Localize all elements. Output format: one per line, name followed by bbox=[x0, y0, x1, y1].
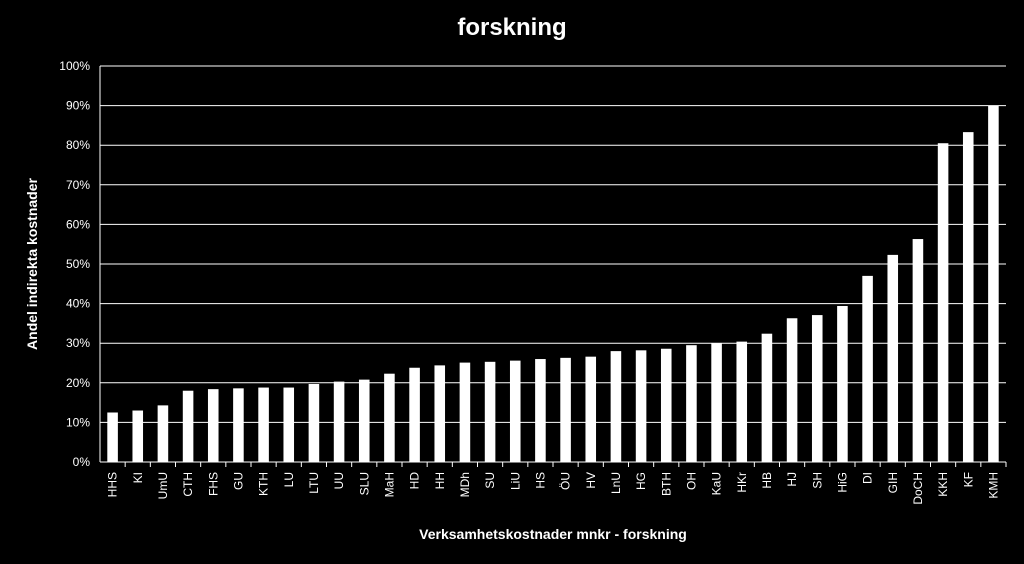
x-tick-label-LTU: LTU bbox=[307, 472, 321, 494]
x-tick-label-KMH: KMH bbox=[986, 472, 1000, 499]
x-tick-label-KTH: KTH bbox=[257, 472, 271, 496]
y-tick-label: 40% bbox=[66, 297, 90, 311]
bar-MaH bbox=[384, 373, 395, 462]
bar-LiU bbox=[509, 360, 521, 462]
x-tick-label-DI: DI bbox=[861, 472, 875, 484]
x-tick-label-DoCH: DoCH bbox=[911, 472, 925, 505]
bar-HD bbox=[409, 367, 420, 462]
x-tick-label-GU: GU bbox=[231, 472, 245, 490]
x-tick-label-HHS: HHS bbox=[106, 472, 120, 497]
x-tick-label-GIH: GIH bbox=[886, 472, 900, 493]
bar-KaU bbox=[711, 343, 722, 462]
bar-LTU bbox=[308, 383, 320, 462]
bar-MDh bbox=[459, 362, 471, 462]
bar-SH bbox=[811, 315, 823, 462]
x-tick-label-ÖU: ÖU bbox=[559, 472, 573, 490]
x-tick-label-SLU: SLU bbox=[357, 472, 371, 495]
x-tick-label-MaH: MaH bbox=[382, 472, 396, 497]
x-tick-label-BTH: BTH bbox=[659, 472, 673, 496]
y-tick-label: 30% bbox=[66, 336, 90, 350]
bar-HS bbox=[535, 359, 546, 462]
bar-HH bbox=[434, 365, 446, 462]
bar-UmU bbox=[157, 405, 169, 462]
bar-UU bbox=[333, 381, 345, 462]
x-tick-label-LiU: LiU bbox=[508, 472, 522, 490]
y-tick-label: 20% bbox=[66, 376, 90, 390]
bar-HG bbox=[635, 350, 647, 462]
bar-SLU bbox=[358, 379, 370, 462]
x-tick-label-KKH: KKH bbox=[936, 472, 950, 497]
x-tick-label-SH: SH bbox=[810, 472, 824, 489]
y-tick-label: 100% bbox=[59, 59, 90, 73]
x-tick-label-HD: HD bbox=[408, 472, 422, 490]
x-tick-label-HH: HH bbox=[433, 472, 447, 489]
x-tick-label-SU: SU bbox=[483, 472, 497, 489]
x-tick-label-HV: HV bbox=[584, 472, 598, 489]
x-tick-label-LU: LU bbox=[282, 472, 296, 487]
bar-KI bbox=[132, 410, 144, 462]
x-tick-label-HB: HB bbox=[760, 472, 774, 489]
x-tick-label-KaU: KaU bbox=[710, 472, 724, 495]
x-tick-label-OH: OH bbox=[684, 472, 698, 490]
y-tick-label: 70% bbox=[66, 178, 90, 192]
x-tick-label-UU: UU bbox=[332, 472, 346, 489]
x-axis-label: Verksamhetskostnader mnkr - forskning bbox=[419, 526, 687, 542]
y-tick-label: 0% bbox=[73, 455, 91, 469]
bar-SU bbox=[484, 361, 496, 462]
x-tick-label-UmU: UmU bbox=[156, 472, 170, 499]
bar-HB bbox=[761, 333, 773, 462]
y-tick-label: 90% bbox=[66, 99, 90, 113]
x-tick-label-MDh: MDh bbox=[458, 472, 472, 497]
bar-ÖU bbox=[560, 357, 571, 462]
bar-DoCH bbox=[912, 239, 924, 462]
bar-KKH bbox=[937, 143, 949, 462]
x-tick-label-HKr: HKr bbox=[735, 472, 749, 493]
y-tick-label: 10% bbox=[66, 415, 90, 429]
bar-LnU bbox=[610, 351, 622, 462]
x-tick-label-FHS: FHS bbox=[206, 472, 220, 496]
bar-OH bbox=[686, 345, 697, 462]
bar-GU bbox=[233, 388, 244, 462]
y-tick-label: 80% bbox=[66, 138, 90, 152]
y-tick-label: 50% bbox=[66, 257, 90, 271]
x-tick-label-CTH: CTH bbox=[181, 472, 195, 497]
bar-LU bbox=[283, 387, 295, 462]
x-tick-label-LnU: LnU bbox=[609, 472, 623, 494]
bar-BTH bbox=[660, 348, 672, 462]
bar-DI bbox=[862, 275, 873, 462]
y-tick-label: 60% bbox=[66, 217, 90, 231]
x-tick-label-HG: HG bbox=[634, 472, 648, 490]
bar-HJ bbox=[786, 318, 798, 462]
bar-KF bbox=[962, 132, 974, 462]
bar-KTH bbox=[258, 387, 269, 462]
x-tick-label-KF: KF bbox=[961, 472, 975, 487]
bar-HKr bbox=[736, 341, 748, 462]
bar-HiG bbox=[837, 305, 848, 462]
bar-KMH bbox=[988, 105, 999, 462]
bar-FHS bbox=[207, 389, 219, 462]
x-tick-label-HJ: HJ bbox=[785, 472, 799, 487]
bar-HV bbox=[585, 356, 597, 462]
x-tick-label-HiG: HiG bbox=[835, 472, 849, 493]
x-tick-label-KI: KI bbox=[131, 472, 145, 483]
bar-HHS bbox=[107, 412, 118, 462]
bar-CTH bbox=[182, 390, 194, 462]
chart-title: forskning bbox=[457, 14, 567, 41]
bar-GIH bbox=[887, 254, 899, 462]
x-tick-label-HS: HS bbox=[533, 472, 547, 489]
